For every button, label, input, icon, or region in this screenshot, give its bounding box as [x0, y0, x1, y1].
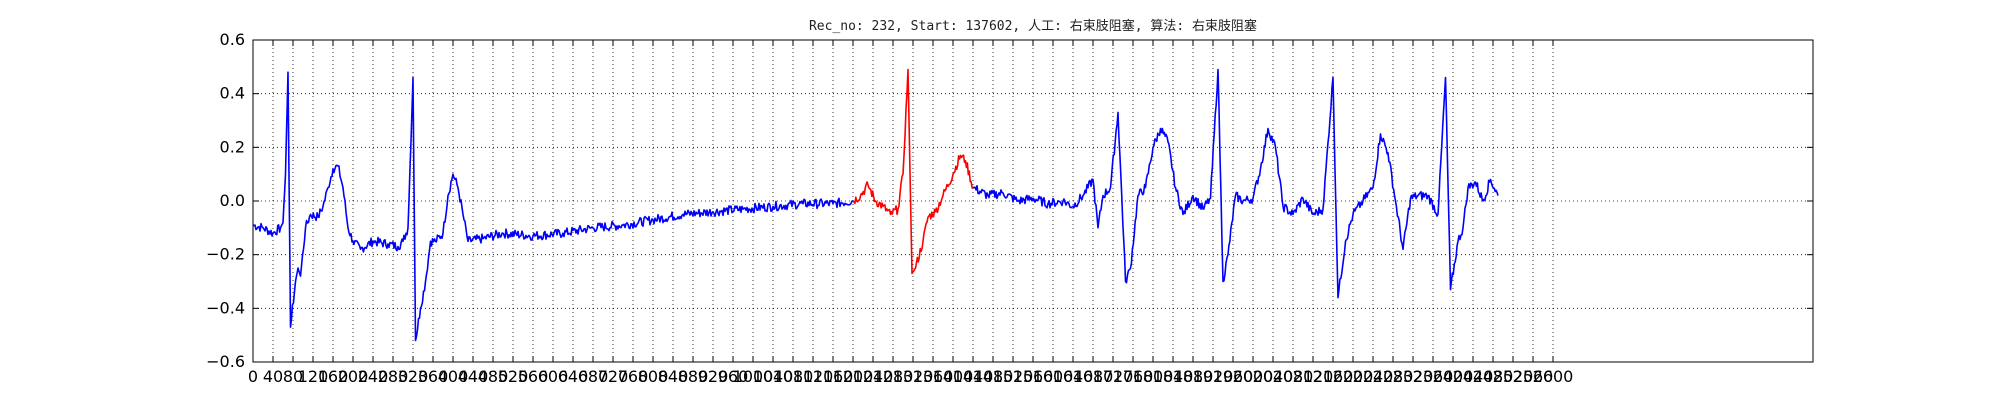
- x-tick-label: 1280: [873, 367, 914, 386]
- y-tick-label: −0.2: [206, 245, 245, 264]
- x-tick-label: 2440: [1453, 367, 1494, 386]
- x-tick-label: 320: [398, 367, 429, 386]
- x-tick-label: 360: [418, 367, 449, 386]
- x-tick-label: 1440: [953, 367, 994, 386]
- x-tick-label: 1560: [1013, 367, 1054, 386]
- x-tick-label: 1760: [1113, 367, 1154, 386]
- y-tick-label: 0.0: [220, 191, 245, 210]
- x-tick-label: 960: [718, 367, 749, 386]
- x-tick-label: 2200: [1333, 367, 1374, 386]
- x-tick-label: 2240: [1353, 367, 1394, 386]
- x-tick-label: 2040: [1253, 367, 1294, 386]
- x-tick-label: 2400: [1433, 367, 1474, 386]
- x-tick-label: 440: [458, 367, 489, 386]
- x-tick-label: 2520: [1493, 367, 1534, 386]
- x-tick-label: 2480: [1473, 367, 1514, 386]
- x-tick-label: 80: [283, 367, 303, 386]
- x-tick-label: 2000: [1233, 367, 1274, 386]
- x-tick-label: 560: [518, 367, 549, 386]
- series-line-0: [252, 71, 854, 342]
- x-tick-label: 1960: [1213, 367, 1254, 386]
- series-line-1: [852, 68, 974, 275]
- x-tick-label: 720: [598, 367, 629, 386]
- x-tick-label: 840: [658, 367, 689, 386]
- x-tick-label: 160: [318, 367, 349, 386]
- x-tick-label: 1680: [1073, 367, 1114, 386]
- x-tick-label: 2560: [1513, 367, 1554, 386]
- y-tick-label: −0.6: [206, 352, 245, 371]
- x-tick-label: 880: [678, 367, 709, 386]
- x-tick-label: 200: [338, 367, 369, 386]
- x-tick-label: 640: [558, 367, 589, 386]
- y-tick-label: −0.4: [206, 298, 245, 317]
- x-tick-label: 1600: [1033, 367, 1074, 386]
- x-tick-label: 2080: [1273, 367, 1314, 386]
- y-tick-label: 0.2: [220, 137, 245, 156]
- x-tick-label: 2360: [1413, 367, 1454, 386]
- x-tick-label: 2600: [1533, 367, 1574, 386]
- x-tick-label: 600: [538, 367, 569, 386]
- y-axis: 0.6 0.4 0.2 0.0 −0.2 −0.4 −0.6: [206, 30, 1813, 371]
- y-tick-label: 0.6: [220, 30, 245, 49]
- x-tick-label: 0: [248, 367, 258, 386]
- x-tick-label: 1520: [993, 367, 1034, 386]
- x-tick-label: 920: [698, 367, 729, 386]
- x-tick-label: 520: [498, 367, 529, 386]
- x-tick-label: 760: [618, 367, 649, 386]
- x-tick-label: 1200: [833, 367, 874, 386]
- x-tick-label: 2120: [1293, 367, 1334, 386]
- x-tick-label: 2320: [1393, 367, 1434, 386]
- x-tick-label: 1160: [813, 367, 854, 386]
- x-tick-label: 1840: [1153, 367, 1194, 386]
- x-tick-label: 2280: [1373, 367, 1414, 386]
- x-tick-label: 1240: [853, 367, 894, 386]
- x-tick-label: 1360: [913, 367, 954, 386]
- chart-title: Rec_no: 232, Start: 137602, 人工: 右束肢阻塞, 算…: [809, 18, 1257, 34]
- x-tick-label: 120: [298, 367, 329, 386]
- x-tick-label: 1480: [973, 367, 1014, 386]
- x-tick-label: 40: [263, 367, 283, 386]
- x-axis: 0 40 8012016020024028032036040044048052056…: [248, 40, 1573, 386]
- x-tick-label: 1880: [1173, 367, 1214, 386]
- series-layer: [252, 68, 1499, 342]
- x-tick-label: 1640: [1053, 367, 1094, 386]
- x-tick-label: 1320: [893, 367, 934, 386]
- x-tick-label: 1720: [1093, 367, 1134, 386]
- x-tick-label: 1120: [793, 367, 834, 386]
- x-tick-label: 1000: [733, 367, 774, 386]
- x-tick-label: 1800: [1133, 367, 1174, 386]
- x-tick-label: 2160: [1313, 367, 1354, 386]
- x-tick-label: 1080: [773, 367, 814, 386]
- x-tick-label: 480: [478, 367, 509, 386]
- x-tick-label: 240: [358, 367, 389, 386]
- series-line-2: [972, 68, 1499, 299]
- x-tick-label: 680: [578, 367, 609, 386]
- x-tick-label: 1400: [933, 367, 974, 386]
- y-tick-label: 0.4: [220, 84, 245, 103]
- x-tick-label: 800: [638, 367, 669, 386]
- x-tick-label: 1920: [1193, 367, 1234, 386]
- x-tick-label: 1040: [753, 367, 794, 386]
- x-tick-label: 400: [438, 367, 469, 386]
- x-tick-label: 280: [378, 367, 409, 386]
